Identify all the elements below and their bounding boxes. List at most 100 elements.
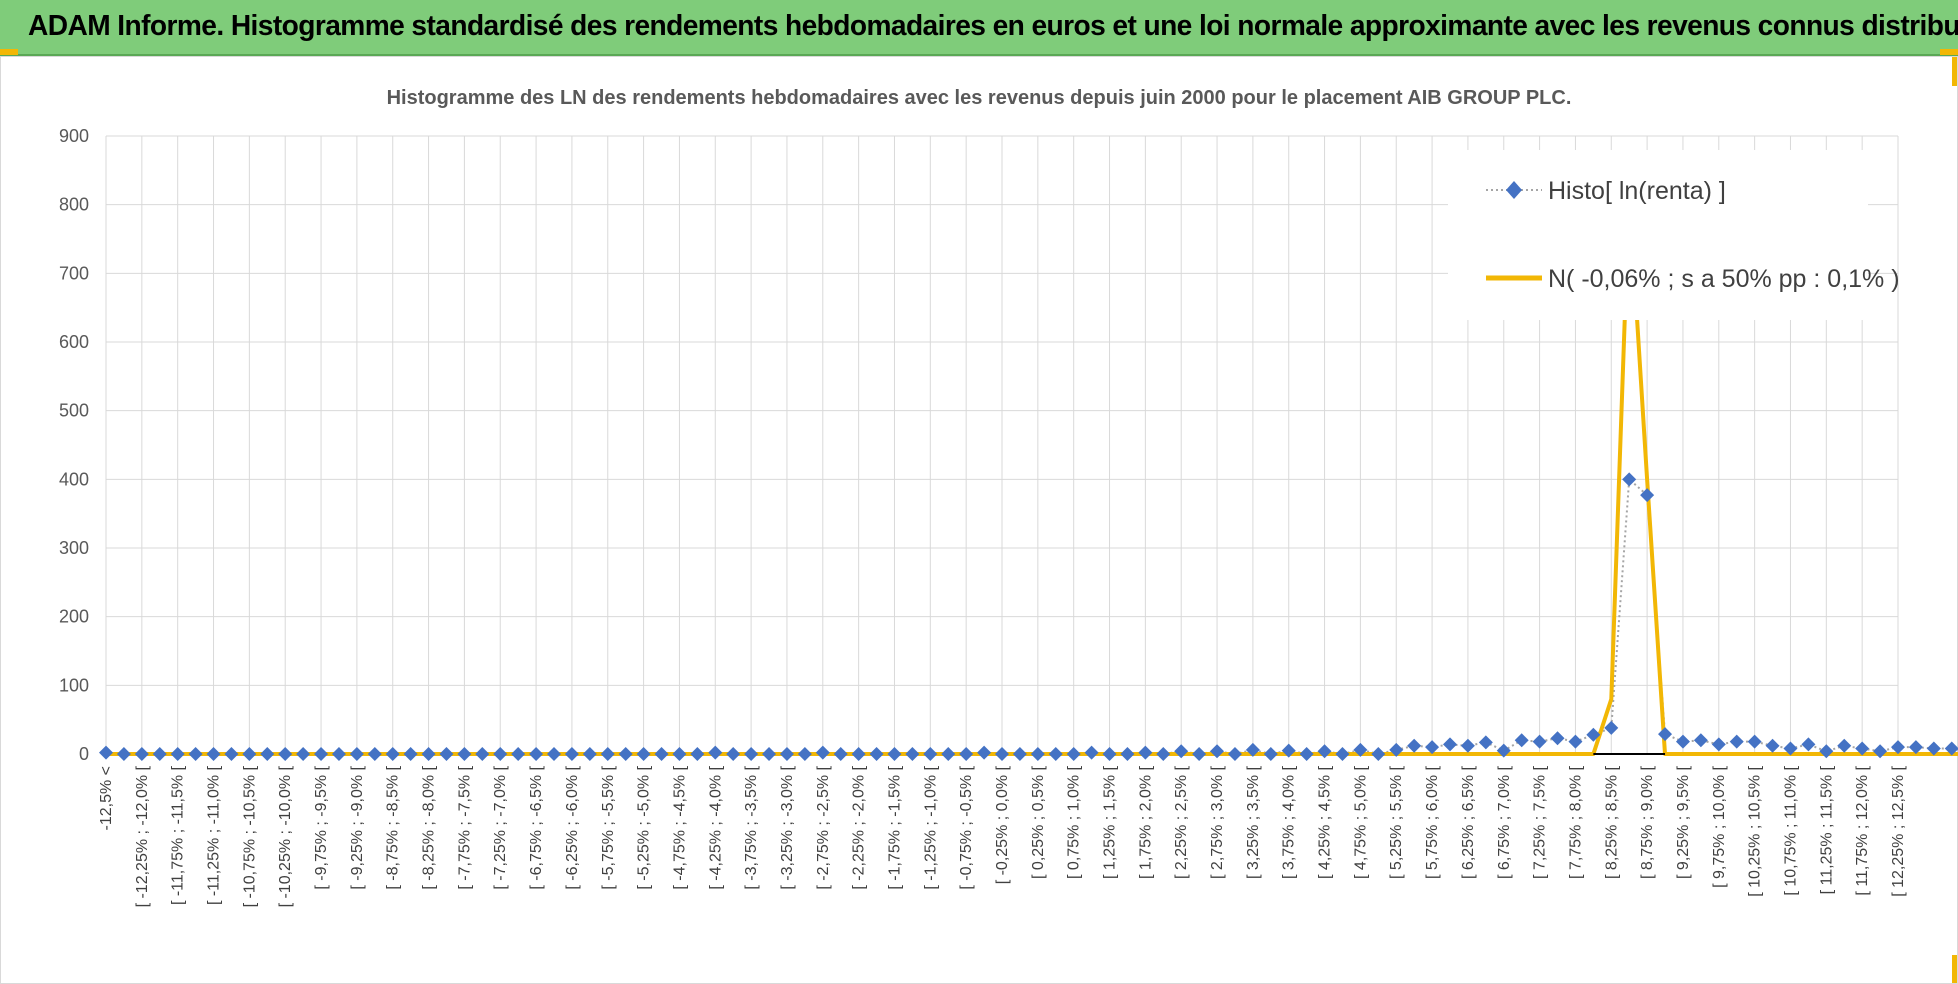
histo-point: [1084, 745, 1099, 760]
x-tick-label: [ 7,75% ; 8,0% [: [1567, 765, 1584, 879]
histo-point: [1711, 737, 1726, 752]
histo-point: [762, 747, 777, 761]
histo-point: [1425, 740, 1440, 755]
histo-point: [600, 747, 615, 761]
corner-accent-right-lower: [1952, 955, 1958, 984]
histo-point: [1174, 744, 1189, 759]
histo-point: [1514, 733, 1529, 748]
x-tick-label: [ -9,75% ; -9,5% [: [313, 765, 330, 889]
histo-point: [439, 747, 454, 761]
x-tick-label: [ -0,25% ; 0,0% [: [994, 765, 1011, 884]
histo-point: [1944, 741, 1958, 756]
histo-point: [1622, 472, 1637, 487]
legend-histo-marker: [1506, 181, 1522, 199]
x-tick-label: [ -9,25% ; -9,0% [: [349, 765, 366, 889]
x-tick-label: [ 11,75% ; 12,0% [: [1854, 765, 1871, 895]
histo-point: [1926, 741, 1941, 756]
legend-normal-label: N( -0,06% ; s a 50% pp : 0,1% ): [1548, 265, 1900, 293]
corner-accent-top-right: [1940, 49, 1958, 55]
histo-point: [1604, 720, 1619, 735]
x-tick-label: [ -12,25% ; -12,0% [: [134, 765, 151, 907]
histo-point: [475, 747, 490, 761]
x-tick-label: [ -11,75% ; -11,5% [: [170, 765, 187, 905]
histo-point: [941, 747, 956, 761]
histo-point: [618, 747, 633, 761]
histo-point: [1550, 731, 1565, 746]
histo-point: [1675, 734, 1690, 749]
histo-point: [206, 747, 221, 761]
histo-point: [1030, 747, 1045, 761]
histo-point: [1245, 742, 1260, 757]
x-tick-label: [ -6,25% ; -6,0% [: [564, 765, 581, 889]
y-tick-label: 0: [79, 744, 89, 764]
histo-point: [1299, 747, 1314, 761]
y-tick-label: 700: [59, 263, 89, 283]
histo-point: [1693, 733, 1708, 748]
x-tick-label: [ 4,25% ; 4,5% [: [1317, 765, 1334, 879]
x-tick-label: [ -3,25% ; -3,0% [: [779, 765, 796, 889]
x-tick-label: [ 0,75% ; 1,0% [: [1066, 765, 1083, 879]
histo-point: [654, 747, 669, 761]
histo-point: [1120, 747, 1135, 761]
x-tick-label: [ -4,75% ; -4,5% [: [671, 765, 688, 889]
histo-point: [564, 747, 579, 761]
histo-point: [1747, 734, 1762, 749]
histo-point: [1048, 747, 1063, 761]
histo-point: [331, 747, 346, 761]
x-tick-label: [ 9,75% ; 10,0% [: [1711, 765, 1728, 887]
x-tick-label: [ 5,25% ; 5,5% [: [1388, 765, 1405, 879]
x-tick-label: [ -10,75% ; -10,5% [: [241, 765, 258, 907]
histo-point: [708, 745, 723, 760]
histo-point: [582, 747, 597, 761]
x-tick-label: [ -2,25% ; -2,0% [: [851, 765, 868, 889]
report-banner: ADAM Informe. Histogramme standardisé de…: [0, 0, 1958, 56]
histo-point: [511, 747, 526, 761]
histo-point: [1066, 747, 1081, 761]
x-tick-label: [ -2,75% ; -2,5% [: [815, 765, 832, 889]
x-tick-label: [ 6,75% ; 7,0% [: [1496, 765, 1513, 879]
x-tick-label: [ 5,75% ; 6,0% [: [1424, 765, 1441, 879]
histo-point: [224, 747, 239, 761]
histo-point: [1819, 744, 1834, 759]
x-tick-label: [ 2,75% ; 3,0% [: [1209, 765, 1226, 879]
histo-point: [1855, 741, 1870, 756]
chart-title: Histogramme des LN des rendements hebdom…: [387, 87, 1572, 109]
histo-point: [1138, 745, 1153, 760]
histo-point: [887, 747, 902, 761]
histo-point: [636, 747, 651, 761]
y-tick-label: 800: [59, 195, 89, 215]
histo-point: [116, 747, 131, 761]
histo-point: [1765, 738, 1780, 753]
x-tick-label: [ -4,25% ; -4,0% [: [707, 765, 724, 889]
histo-point: [314, 747, 329, 761]
x-axis: -12,5% < [ -12,25% ; -12,0% [[ -11,75% ; …: [98, 765, 1907, 907]
x-tick-label: [ 7,25% ; 7,5% [: [1532, 765, 1549, 879]
histo-point: [744, 747, 759, 761]
histo-point: [1568, 734, 1583, 749]
histo-point: [1586, 727, 1601, 742]
y-tick-label: 400: [59, 469, 89, 489]
x-tick-label: [ -11,25% ; -11,0% [: [206, 765, 223, 905]
histo-point: [1012, 747, 1027, 761]
x-tick-label: [ 1,75% ; 2,0% [: [1137, 765, 1154, 879]
x-tick-label: [ 6,25% ; 6,5% [: [1460, 765, 1477, 879]
x-tick-label: [ 1,25% ; 1,5% [: [1102, 765, 1119, 879]
y-axis: 0 100 200 300 400 500 600 700 800 900: [59, 126, 89, 764]
x-tick-label: [ 3,75% ; 4,0% [: [1281, 765, 1298, 879]
histo-point: [493, 747, 508, 761]
legend-histo-label: Histo[ ln(renta) ]: [1548, 177, 1726, 205]
histo-point: [923, 747, 938, 761]
histo-point: [403, 747, 418, 761]
histo-point: [242, 747, 257, 761]
histo-point: [995, 747, 1009, 761]
histo-point: [1407, 738, 1422, 753]
x-tick-label: [ -8,75% ; -8,5% [: [385, 765, 402, 889]
y-tick-label: 100: [59, 675, 89, 695]
histo-point: [1102, 747, 1117, 761]
histo-point: [1908, 740, 1923, 755]
x-tick-label: [ 0,25% ; 0,5% [: [1030, 765, 1047, 879]
x-tick-label: [ -10,25% ; -10,0% [: [277, 765, 294, 907]
histo-point: [1353, 742, 1368, 757]
x-tick-label: [ -5,75% ; -5,5% [: [600, 765, 617, 889]
